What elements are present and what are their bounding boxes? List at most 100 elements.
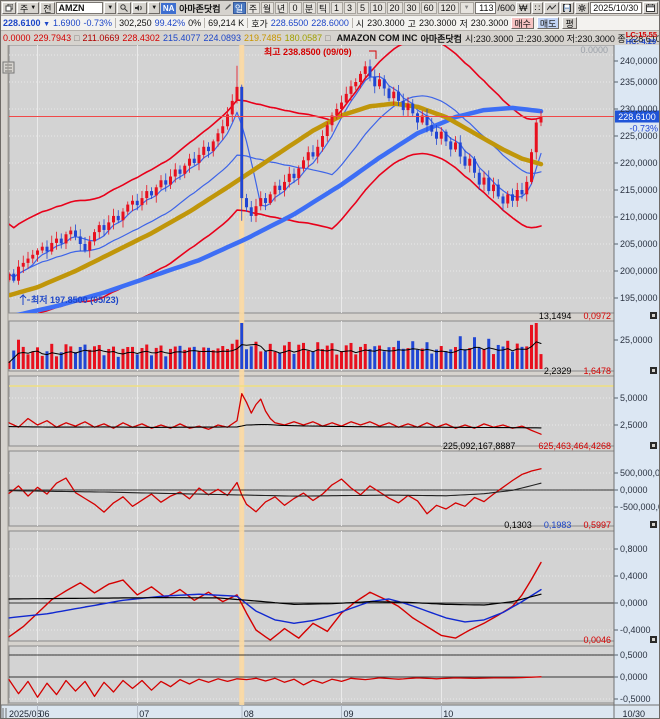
exchange-badge: NA bbox=[161, 2, 177, 14]
interval-button-30[interactable]: 30 bbox=[403, 2, 420, 14]
period-button-0[interactable]: 일 bbox=[232, 2, 246, 14]
period-button-5[interactable]: 분 bbox=[302, 2, 316, 14]
gear-icon[interactable] bbox=[575, 2, 590, 14]
sell-button[interactable]: 매도 bbox=[536, 17, 560, 29]
price-axis-gutter bbox=[614, 45, 659, 705]
period-button-1[interactable]: 주 bbox=[246, 2, 260, 14]
svg-text:625,463,464,4268: 625,463,464,4268 bbox=[538, 441, 611, 451]
period-button-2[interactable]: 월 bbox=[260, 2, 274, 14]
interval-dropdown-icon[interactable]: ▼ bbox=[459, 2, 474, 14]
window-restore-icon[interactable] bbox=[2, 2, 16, 14]
indicator-value-0: 0.0000 bbox=[3, 33, 31, 43]
panel-indicator-d: 0,0046 0,5000 0,0000 -0,5000 bbox=[8, 635, 657, 704]
interval-button-1[interactable]: 1 bbox=[330, 2, 343, 14]
panel-expand-button[interactable] bbox=[650, 442, 657, 449]
panel-expand-button[interactable] bbox=[650, 521, 657, 528]
currency-won-icon[interactable]: ₩ bbox=[516, 2, 531, 14]
svg-text:25,0000: 25,0000 bbox=[620, 335, 653, 345]
svg-text:10: 10 bbox=[443, 709, 453, 719]
period-button-4[interactable]: 0 bbox=[288, 2, 302, 14]
svg-text:2025/05: 2025/05 bbox=[9, 709, 42, 719]
panel-indicator-c: 0,5997 0,1983 0,1303 0,8000 0,4000 0,0000 -0,4… bbox=[8, 520, 657, 641]
indicator-value-2: □ bbox=[74, 33, 80, 43]
svg-text:240,0000: 240,0000 bbox=[620, 56, 658, 66]
legend-ohlc: 시:230.3000 고:230.3000 저:230.3000 종:228.6… bbox=[464, 33, 660, 44]
avg-button[interactable]: 평 bbox=[562, 17, 577, 29]
price-axis-labels: 240,0000 235,0000 230,0000 225,0000 220,0000… bbox=[580, 45, 657, 303]
timeframe-combo[interactable]: 주 ▼ bbox=[17, 2, 40, 14]
svg-text:08: 08 bbox=[244, 709, 254, 719]
volume-value: 302,250 bbox=[119, 18, 152, 28]
svg-text:0,1983: 0,1983 bbox=[544, 520, 572, 530]
period-button-3[interactable]: 년 bbox=[274, 2, 288, 14]
svg-text:225,0000: 225,0000 bbox=[620, 131, 658, 141]
svg-text:0,5997: 0,5997 bbox=[583, 520, 611, 530]
time-axis-bar bbox=[1, 704, 659, 718]
panel-expand-button[interactable] bbox=[650, 636, 657, 643]
svg-text:0,0972: 0,0972 bbox=[583, 311, 611, 321]
panel-expand-button[interactable] bbox=[650, 312, 657, 319]
sound-icon[interactable] bbox=[132, 2, 148, 14]
symbol-dropdown-icon[interactable]: ▼ bbox=[104, 2, 117, 14]
indicator-value-7: 219.7485 bbox=[244, 33, 282, 43]
svg-text:500,000,00: 500,000,00 bbox=[620, 468, 660, 478]
low-value: 230.3000 bbox=[470, 18, 509, 28]
current-price-badge: 228.6100 -0.73% bbox=[615, 110, 659, 134]
svg-text:-0,4000: -0,4000 bbox=[620, 625, 651, 635]
svg-text:-500,000,0: -500,000,0 bbox=[620, 502, 660, 512]
turnover-pct: 99.42% bbox=[154, 18, 186, 28]
svg-text:13,1494: 13,1494 bbox=[539, 311, 572, 321]
search-icon[interactable] bbox=[117, 2, 132, 14]
panel-indicator-b: 625,463,464,4268 225,092,167,8887 500,000,… bbox=[8, 441, 660, 515]
pencil-icon[interactable] bbox=[224, 3, 232, 13]
svg-text:2,5000: 2,5000 bbox=[620, 420, 648, 430]
ask-price: 228.6500 bbox=[270, 18, 309, 28]
svg-text:5,0000: 5,0000 bbox=[620, 393, 648, 403]
svg-text:0.0000: 0.0000 bbox=[580, 45, 608, 55]
panel-expand-button[interactable] bbox=[650, 367, 657, 374]
svg-text:0,0000: 0,0000 bbox=[620, 485, 648, 495]
symbol-name-label: 아마존닷컴 bbox=[179, 3, 221, 14]
date-field[interactable]: 2025/10/30 bbox=[590, 2, 642, 14]
interval-button-120[interactable]: 120 bbox=[437, 2, 459, 14]
chart-legend-row: 0.0000 229.7943 □ 211.0669 228.4302 215.4077 2… bbox=[1, 31, 659, 45]
save-icon[interactable] bbox=[560, 2, 575, 14]
color-settings-icon[interactable]: ∷ bbox=[531, 2, 544, 14]
svg-text:최고 238.8500 (09/09): 최고 238.8500 (09/09) bbox=[264, 46, 352, 57]
svg-text:07: 07 bbox=[139, 709, 149, 719]
svg-text:210,0000: 210,0000 bbox=[620, 212, 658, 222]
amount-value: 69,214 K bbox=[208, 18, 245, 28]
svg-text:0,1303: 0,1303 bbox=[504, 520, 532, 530]
sound-dropdown-icon[interactable]: ▼ bbox=[148, 2, 161, 14]
svg-text:2,2329: 2,2329 bbox=[544, 366, 572, 376]
chart-canvas[interactable]: 228.6100-0.73%240,0000235,0000230,000022… bbox=[1, 44, 660, 719]
interval-button-5[interactable]: 5 bbox=[356, 2, 369, 14]
trendline-icon[interactable] bbox=[544, 2, 560, 14]
buy-button[interactable]: 매수 bbox=[511, 17, 534, 29]
svg-text:235,0000: 235,0000 bbox=[620, 77, 658, 87]
company-name: AMAZON COM INC bbox=[336, 33, 418, 43]
interval-button-group: 1 3 5 10 20 30 60 120 bbox=[330, 2, 459, 14]
hoga-label: 호가 bbox=[251, 18, 268, 29]
indicator-value-6: 224.0893 bbox=[203, 33, 242, 43]
volume-panel bbox=[7, 323, 543, 369]
open-value: 230.3000 bbox=[367, 18, 405, 28]
period-button-6[interactable]: 틱 bbox=[316, 2, 330, 14]
bar-count-input[interactable]: 113 bbox=[474, 2, 497, 14]
interval-button-3[interactable]: 3 bbox=[343, 2, 356, 14]
indicator-value-9: □ bbox=[325, 33, 331, 43]
symbol-input[interactable]: AMZN bbox=[55, 2, 104, 14]
interval-button-60[interactable]: 60 bbox=[420, 2, 437, 14]
calendar-icon[interactable] bbox=[642, 2, 658, 14]
panel-volume: 0,0972 13,1494 25,0000 bbox=[539, 311, 657, 345]
interval-button-10[interactable]: 10 bbox=[369, 2, 386, 14]
svg-text:228.6100: 228.6100 bbox=[618, 112, 656, 122]
prev-symbol-button[interactable]: 전 bbox=[40, 2, 55, 14]
interval-button-20[interactable]: 20 bbox=[386, 2, 403, 14]
indicator-value-3: 211.0669 bbox=[82, 33, 120, 43]
indicator-values: 0.0000 229.7943 □ 211.0669 228.4302 215.4077 2… bbox=[3, 33, 334, 43]
lc-value: LC:15.55 bbox=[625, 30, 657, 39]
svg-text:0,0046: 0,0046 bbox=[583, 635, 611, 645]
